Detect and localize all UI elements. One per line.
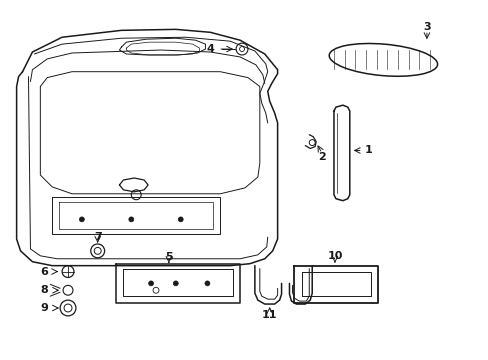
Circle shape	[128, 217, 134, 222]
Text: 2: 2	[318, 152, 325, 162]
Text: 3: 3	[422, 22, 430, 32]
Circle shape	[148, 281, 153, 286]
Text: 11: 11	[262, 310, 277, 320]
Text: 8: 8	[41, 285, 48, 295]
Text: 4: 4	[206, 44, 214, 54]
Circle shape	[178, 217, 183, 222]
Text: 6: 6	[41, 266, 48, 276]
Circle shape	[204, 281, 209, 286]
Text: 10: 10	[326, 251, 342, 261]
Text: 9: 9	[41, 303, 48, 313]
Text: 1: 1	[364, 145, 372, 156]
Circle shape	[79, 217, 84, 222]
Text: 5: 5	[165, 252, 172, 262]
Text: 7: 7	[94, 232, 102, 242]
Circle shape	[173, 281, 178, 286]
